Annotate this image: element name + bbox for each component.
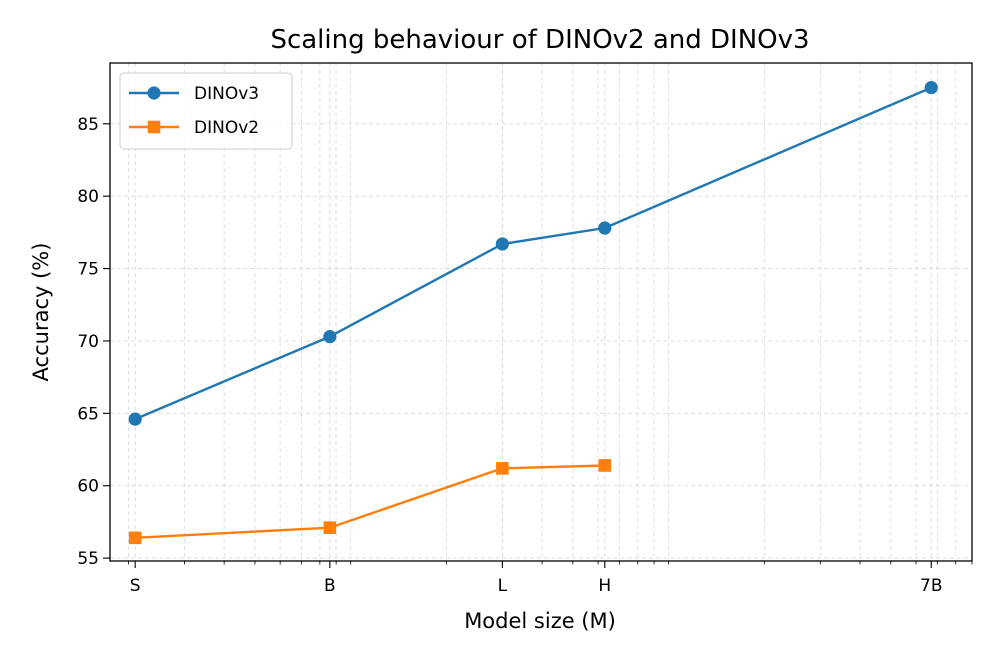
legend: DINOv3 DINOv2 <box>119 72 293 150</box>
chart-title: Scaling behaviour of DINOv2 and DINOv3 <box>270 25 809 55</box>
y-tick-label: 60 <box>77 477 99 497</box>
y-tick-label: 75 <box>77 260 99 280</box>
dinov3-point <box>128 412 142 426</box>
y-tick-label: 65 <box>77 404 99 424</box>
dinov3-point <box>598 221 612 235</box>
axis-ticks: S B L H 7B 55 60 65 70 75 80 85 <box>77 115 973 596</box>
x-tick-label: 7B <box>920 576 942 596</box>
x-tick-label: L <box>498 576 508 596</box>
y-tick-label: 70 <box>77 332 99 352</box>
x-axis-label: Model size (M) <box>464 609 616 633</box>
dinov2-line <box>135 464 605 539</box>
dinov2-point <box>496 462 509 475</box>
legend-dinov3-label: DINOv3 <box>194 84 259 104</box>
y-tick-label: 80 <box>77 187 99 207</box>
y-tick-label: 55 <box>77 549 99 569</box>
y-axis-label: Accuracy (%) <box>29 243 53 382</box>
y-tick-label: 85 <box>77 115 99 135</box>
legend-dinov3-marker <box>147 86 161 100</box>
legend-dinov2-label: DINOv2 <box>194 118 259 138</box>
plot-frame <box>109 62 973 562</box>
dinov2-point <box>598 459 612 472</box>
dinov3-point <box>924 81 938 95</box>
grid <box>110 63 973 561</box>
series-layer <box>128 81 938 545</box>
x-tick-label: B <box>324 576 336 596</box>
dinov2-point <box>323 521 337 535</box>
x-tick-label: H <box>598 576 611 596</box>
legend-dinov2-marker <box>147 120 161 134</box>
dinov3-point <box>495 237 509 251</box>
x-tick-label: S <box>130 576 141 596</box>
dinov2-point <box>128 531 142 545</box>
dinov3-point <box>323 330 337 344</box>
